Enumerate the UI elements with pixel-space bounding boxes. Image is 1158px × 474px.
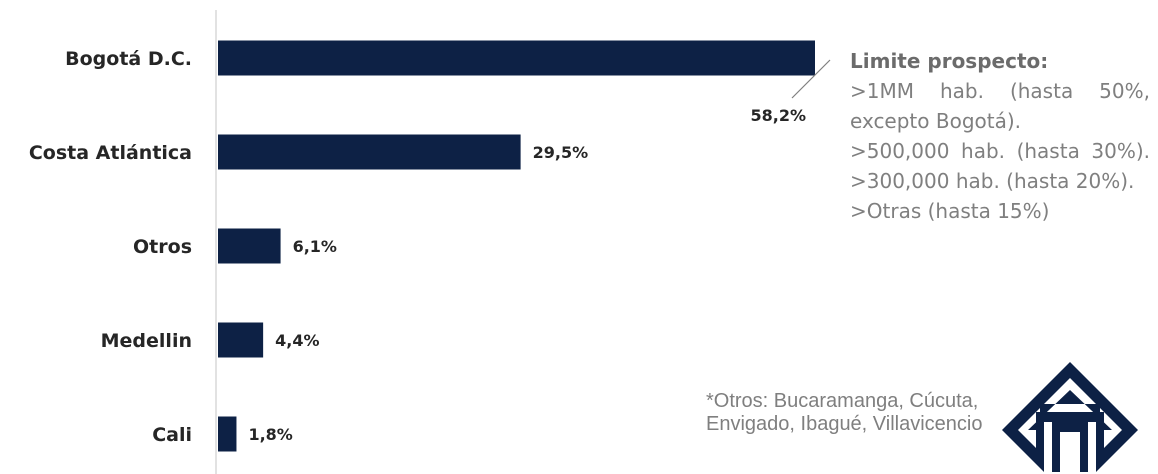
note-line-3: >Otras (hasta 15%) xyxy=(850,199,1050,223)
bar xyxy=(218,134,521,170)
bar xyxy=(218,228,281,264)
arrow-diamond-logo-icon xyxy=(1002,362,1138,472)
category-label: Bogotá D.C. xyxy=(65,48,192,70)
bar xyxy=(218,40,815,76)
note-title: Limite prospecto: xyxy=(850,49,1049,73)
bar xyxy=(218,322,264,358)
value-label: 58,2% xyxy=(750,106,806,125)
others-footnote: *Otros: Bucaramanga, Cúcuta, Envigado, I… xyxy=(706,390,983,435)
value-label: 29,5% xyxy=(533,143,589,162)
value-label: 4,4% xyxy=(275,331,319,350)
category-label: Cali xyxy=(152,424,192,446)
category-label: Costa Atlántica xyxy=(29,142,192,164)
value-label: 1,8% xyxy=(248,425,292,444)
category-label: Otros xyxy=(133,236,192,258)
note-line-1: >1MM hab. (hasta 50%, excepto Bogotá). xyxy=(850,79,1150,133)
bar xyxy=(218,416,237,452)
prospect-limit-note: Limite prospecto: >1MM hab. (hasta 50%, … xyxy=(850,46,1150,226)
value-leader-line xyxy=(791,59,831,99)
value-label: 6,1% xyxy=(293,237,337,256)
category-label: Medellin xyxy=(101,330,192,352)
note-line-2: >500,000 hab. (hasta 30%). >300,000 hab.… xyxy=(850,139,1150,193)
